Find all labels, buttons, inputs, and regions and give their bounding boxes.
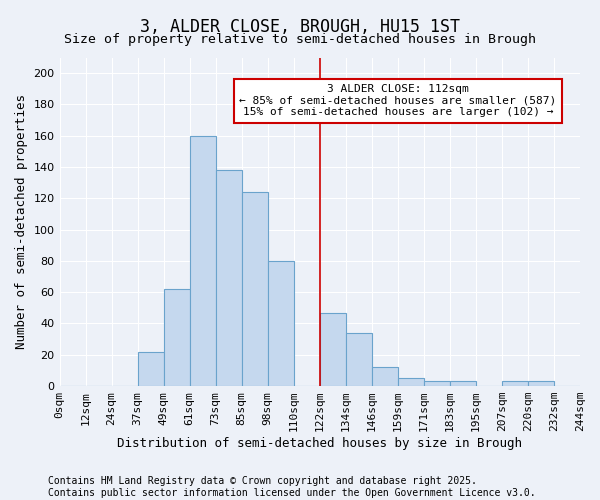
Bar (190, 136, 215, 386)
Bar (502, 382, 528, 386)
Text: Size of property relative to semi-detached houses in Brough: Size of property relative to semi-detach… (64, 32, 536, 46)
Bar (320, 312, 346, 386)
Bar (242, 192, 268, 386)
Y-axis label: Number of semi-detached properties: Number of semi-detached properties (15, 94, 28, 350)
Bar (424, 382, 450, 386)
Text: Contains HM Land Registry data © Crown copyright and database right 2025.
Contai: Contains HM Land Registry data © Crown c… (48, 476, 536, 498)
Text: 3, ALDER CLOSE, BROUGH, HU15 1ST: 3, ALDER CLOSE, BROUGH, HU15 1ST (140, 18, 460, 36)
Bar (215, 170, 242, 386)
Bar (268, 261, 294, 386)
Bar (137, 352, 164, 386)
Bar (528, 382, 554, 386)
X-axis label: Distribution of semi-detached houses by size in Brough: Distribution of semi-detached houses by … (117, 437, 522, 450)
Bar (398, 378, 424, 386)
Bar (372, 368, 398, 386)
Bar (164, 289, 190, 386)
Bar (346, 333, 372, 386)
Text: 3 ALDER CLOSE: 112sqm
← 85% of semi-detached houses are smaller (587)
15% of sem: 3 ALDER CLOSE: 112sqm ← 85% of semi-deta… (239, 84, 556, 117)
Bar (450, 382, 476, 386)
